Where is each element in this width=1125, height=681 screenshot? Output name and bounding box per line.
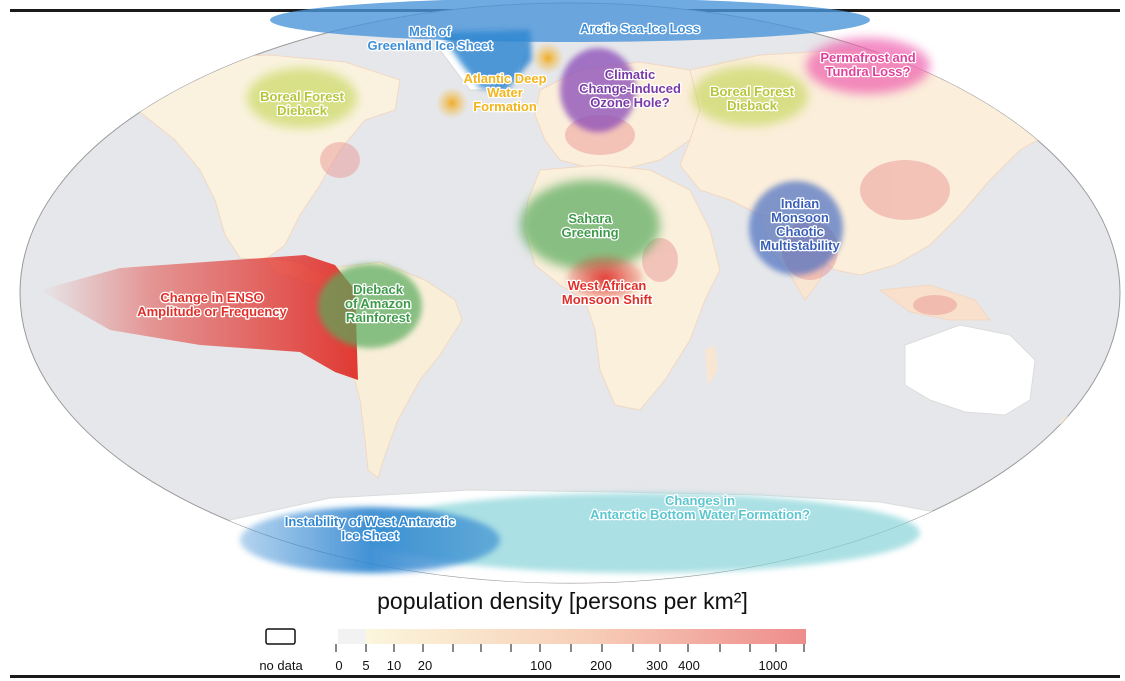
tipping-point-regions bbox=[40, 0, 930, 573]
label-line: Multistability bbox=[760, 238, 840, 253]
label-line: Changes in bbox=[665, 493, 735, 508]
region-west-african-monsoon bbox=[567, 256, 643, 300]
label-boreal-forest-eurasia: Boreal Forest Dieback bbox=[710, 84, 794, 113]
label-line: Sahara bbox=[568, 211, 612, 226]
legend-title: population density [persons per km²] bbox=[377, 588, 748, 614]
legend-tick-label: 0 bbox=[335, 658, 342, 673]
region-ozone-hole bbox=[560, 48, 636, 132]
label-line: Antarctic Bottom Water Formation? bbox=[590, 507, 810, 522]
region-enso bbox=[40, 255, 358, 380]
label-line: Ozone Hole? bbox=[590, 95, 670, 110]
zero-swatch bbox=[338, 629, 366, 644]
label-west-african-monsoon: West African Monsoon Shift bbox=[562, 278, 653, 307]
label-line: Monsoon Shift bbox=[562, 292, 653, 307]
land-new-zealand bbox=[1060, 415, 1075, 450]
world-map: Arctic Sea-Ice Loss Melt of Greenland Ice … bbox=[19, 0, 1121, 584]
population-density-legend: 0 5 10 20 100 200 300 400 1000 no data bbox=[259, 628, 806, 673]
legend-tick-labels: 0 5 10 20 100 200 300 400 1000 no data bbox=[259, 658, 787, 673]
label-boreal-forest-na: Boreal Forest Dieback bbox=[260, 89, 344, 118]
label-line: Monsoon bbox=[771, 210, 829, 225]
region-west-antarctic bbox=[240, 507, 500, 573]
label-line: Greenland Ice Sheet bbox=[368, 38, 494, 53]
legend-tick-label: 100 bbox=[530, 658, 552, 673]
label-atlantic-deep-water: Atlantic Deep Water Formation bbox=[463, 71, 546, 114]
legend-tick-label: 400 bbox=[678, 658, 700, 673]
label-line: Greening bbox=[561, 225, 618, 240]
region-antarctic-bottom-water bbox=[360, 493, 920, 573]
label-line: Melt of bbox=[409, 24, 452, 39]
region-amazon bbox=[318, 264, 422, 348]
land-madagascar bbox=[705, 345, 718, 385]
label-line: Dieback bbox=[727, 98, 778, 113]
label-antarctic-bottom-water: Changes in Antarctic Bottom Water Formati… bbox=[590, 493, 810, 522]
label-indian-monsoon: Indian Monsoon Chaotic Multistability bbox=[760, 196, 840, 253]
region-indian-monsoon bbox=[749, 181, 843, 275]
label-line: Formation bbox=[473, 99, 537, 114]
legend-tick-label: 10 bbox=[387, 658, 401, 673]
region-boreal-forest-eurasia bbox=[692, 66, 808, 126]
label-ozone-hole: Climatic Change-Induced Ozone Hole? bbox=[579, 67, 681, 110]
label-line: Tundra Loss? bbox=[826, 64, 911, 79]
label-line: Dieback bbox=[277, 103, 328, 118]
label-permafrost: Permafrost and Tundra Loss? bbox=[820, 50, 915, 79]
land-southeast-asia bbox=[878, 284, 991, 321]
label-line: West African bbox=[568, 278, 647, 293]
label-line: Indian bbox=[781, 196, 819, 211]
legend-tick-label: 300 bbox=[646, 658, 668, 673]
legend-tick-label: 1000 bbox=[759, 658, 788, 673]
legend-tick-label: 20 bbox=[418, 658, 432, 673]
label-line: Climatic bbox=[605, 67, 656, 82]
label-line: Rainforest bbox=[346, 310, 411, 325]
label-line: Permafrost and bbox=[820, 50, 915, 65]
land-australia bbox=[904, 324, 1036, 416]
label-line: Arctic Sea-Ice Loss bbox=[580, 21, 700, 36]
region-atlantic-deep-water-2 bbox=[436, 87, 468, 119]
label-line: Ice Sheet bbox=[341, 528, 399, 543]
region-boreal-forest-na bbox=[247, 68, 357, 128]
label-line: of Amazon bbox=[345, 296, 411, 311]
label-line: Water bbox=[487, 85, 523, 100]
tipping-point-labels: Arctic Sea-Ice Loss Melt of Greenland Ice … bbox=[136, 20, 917, 545]
label-line: Dieback bbox=[353, 282, 404, 297]
label-line: Chaotic bbox=[776, 224, 824, 239]
label-west-antarctic: Instability of West Antarctic Ice Sheet bbox=[285, 514, 455, 543]
color-ramp bbox=[366, 629, 806, 644]
label-sahara: Sahara Greening bbox=[561, 211, 618, 240]
region-greenland bbox=[440, 30, 532, 92]
label-enso: Change in ENSO Amplitude or Frequency bbox=[137, 290, 287, 319]
legend-tick-label: 200 bbox=[590, 658, 612, 673]
label-line: Boreal Forest bbox=[710, 84, 794, 99]
region-permafrost bbox=[806, 38, 930, 94]
label-line: Change in ENSO bbox=[160, 290, 263, 305]
region-atlantic-deep-water-1 bbox=[532, 42, 564, 74]
label-line: Atlantic Deep bbox=[463, 71, 546, 86]
label-arctic-sea-ice: Arctic Sea-Ice Loss bbox=[580, 21, 700, 36]
legend-ticks bbox=[335, 644, 805, 652]
bottom-rule bbox=[10, 675, 1120, 678]
legend-tick-label: 5 bbox=[362, 658, 369, 673]
no-data-swatch bbox=[265, 628, 296, 645]
label-line: Instability of West Antarctic bbox=[285, 514, 455, 529]
label-greenland: Melt of Greenland Ice Sheet bbox=[368, 24, 494, 53]
label-line: Boreal Forest bbox=[260, 89, 344, 104]
label-line: Amplitude or Frequency bbox=[137, 304, 287, 319]
label-line: Change-Induced bbox=[579, 81, 681, 96]
no-data-label: no data bbox=[259, 658, 303, 673]
region-sahara bbox=[520, 180, 660, 270]
region-arctic-sea-ice bbox=[270, 0, 870, 42]
label-amazon: Dieback of Amazon Rainforest bbox=[345, 282, 411, 325]
